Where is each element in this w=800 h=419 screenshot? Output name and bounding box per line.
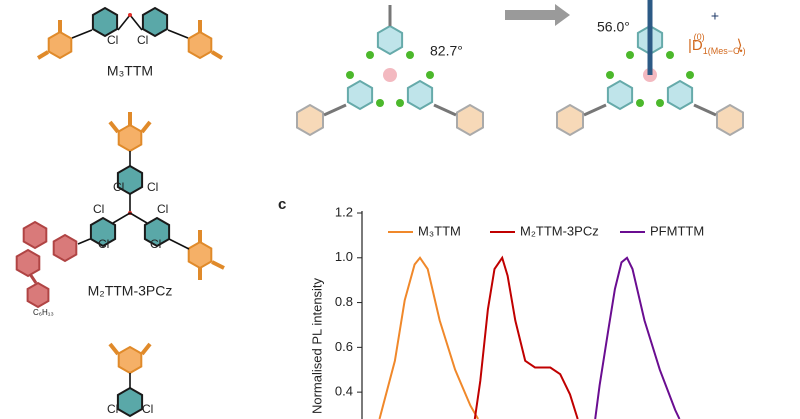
arrow: [505, 4, 570, 26]
ring: [117, 123, 143, 153]
bond: [36, 50, 50, 60]
ring: [187, 30, 213, 60]
ring: [406, 79, 434, 111]
bond: [693, 103, 717, 117]
atom: [346, 71, 354, 79]
cl-label: Cl: [147, 180, 158, 194]
ket-open: |D: [688, 37, 703, 54]
structure-label: M₂TTM-3PCz: [88, 283, 173, 299]
bond: [117, 14, 131, 31]
cl-label: Cl: [98, 237, 109, 251]
bond: [323, 103, 347, 117]
ring: [15, 248, 41, 278]
ket-close: ⟩: [737, 37, 743, 54]
bond: [77, 238, 91, 245]
cl-label: Cl: [107, 402, 118, 416]
line-series: [594, 256, 681, 419]
bond: [433, 103, 457, 117]
ket-sup: (0): [694, 32, 705, 42]
bond: [129, 14, 143, 31]
bond: [28, 273, 38, 284]
atom: [376, 99, 384, 107]
ring: [376, 24, 404, 56]
ring: [346, 79, 374, 111]
cl-label: Cl: [150, 237, 161, 251]
legend-label: PFMTTM: [650, 223, 704, 238]
cl-label: Cl: [157, 202, 168, 216]
legend-label: M₂TTM-3PCz: [520, 223, 599, 238]
bond: [112, 212, 131, 224]
ring: [52, 233, 78, 263]
angle-label: 56.0°: [597, 19, 630, 35]
y-tick-label: 0.4: [335, 384, 353, 399]
atom: [366, 51, 374, 59]
atom: [606, 71, 614, 79]
panel-label: c: [278, 196, 286, 213]
radical: [128, 13, 132, 17]
cl-label: Cl: [93, 202, 104, 216]
ket-label: |D1(Mes−C•) (0) ⟩: [688, 32, 746, 56]
bond: [108, 120, 120, 134]
atom: [426, 71, 434, 79]
bond: [167, 29, 189, 39]
chart: c Normalised PL intensity 0.4 0.6 0.8 1.0 1.2 M…: [278, 196, 704, 419]
y-tick-label: 1.0: [335, 249, 353, 264]
ket-sub: 1(Mes−C•): [703, 46, 746, 56]
atom: [656, 99, 664, 107]
structure-label: M₃TTM: [107, 63, 153, 79]
ring: [47, 30, 73, 60]
bond: [140, 120, 152, 134]
ring: [141, 6, 169, 38]
ring: [456, 103, 484, 137]
bond: [210, 50, 224, 60]
atom: [406, 51, 414, 59]
ring: [556, 103, 584, 137]
atom: [636, 99, 644, 107]
atom: [383, 68, 397, 82]
chain-label: C₆H₁₃: [33, 308, 54, 317]
cl-label: Cl: [113, 180, 124, 194]
ring: [26, 281, 50, 309]
atom: [626, 51, 634, 59]
cl-label: Cl: [137, 33, 148, 47]
y-tick-label: 0.8: [335, 294, 353, 309]
bond: [211, 260, 225, 270]
ring: [143, 216, 171, 248]
angle-label: 82.7°: [430, 43, 463, 59]
y-tick-label: 1.2: [335, 204, 353, 219]
bond: [71, 29, 93, 39]
plus-sign: +: [711, 8, 719, 24]
line-series: [378, 256, 479, 419]
ring: [187, 240, 213, 270]
ring: [296, 103, 324, 137]
structures: [15, 0, 744, 418]
atom: [686, 71, 694, 79]
bond: [168, 238, 190, 250]
line-series: [473, 255, 579, 419]
bond: [140, 342, 152, 356]
legend-label: M₃TTM: [418, 223, 461, 238]
ring: [117, 345, 143, 375]
ring: [606, 79, 634, 111]
y-axis-label: Normalised PL intensity: [309, 277, 324, 414]
atom: [666, 51, 674, 59]
ring: [22, 220, 48, 250]
ring: [116, 386, 144, 418]
bond: [583, 103, 607, 117]
cl-label: Cl: [142, 402, 153, 416]
ring: [91, 6, 119, 38]
atom: [396, 99, 404, 107]
ring: [716, 103, 744, 137]
bond: [108, 342, 120, 356]
ring: [89, 216, 117, 248]
y-tick-label: 0.6: [335, 339, 353, 354]
ring: [666, 79, 694, 111]
bond: [129, 212, 148, 224]
cl-label: Cl: [107, 33, 118, 47]
